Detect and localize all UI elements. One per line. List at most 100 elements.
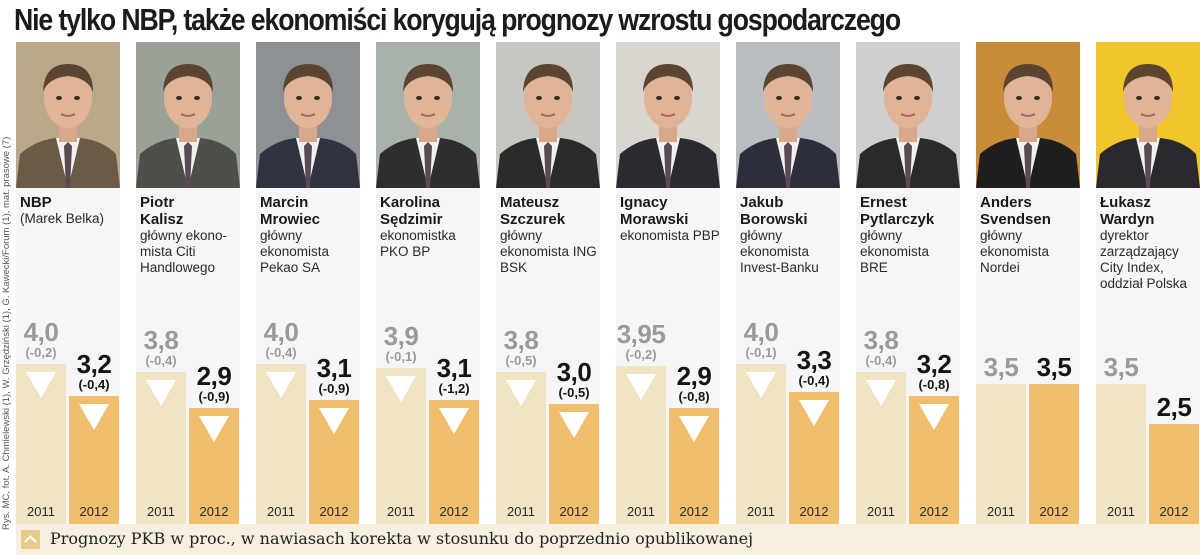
chevron-up-icon — [21, 530, 40, 549]
forecaster-column: NBP (Marek Belka) 2011 2012 4,0 (-0,2) 3… — [16, 42, 120, 524]
bar-2011: 2011 — [256, 364, 306, 524]
value-2012-correction: (-0,8) — [918, 377, 950, 392]
value-2012-correction: (-0,5) — [558, 385, 590, 400]
forecaster-column: Piotr Kalisz główny ekono-mista Citi Han… — [136, 42, 240, 524]
value-2011-number: 3,9 — [383, 321, 419, 351]
legend: Prognozy PKB w proc., w nawiasach korekt… — [16, 524, 1200, 555]
value-2012-correction: (-1,2) — [438, 381, 470, 396]
forecaster-last-name: Mrowiec — [260, 211, 321, 228]
forecaster-role: dyrektor zarządzający City Index, oddzia… — [1100, 228, 1188, 291]
value-2011: 3,8 (-0,5) — [491, 327, 551, 368]
forecaster-name: Mateusz Szczurek główny ekonomista ING B… — [500, 194, 600, 276]
year-label-2011: 2011 — [387, 504, 415, 519]
forecaster-role: ekonomista PBP — [620, 228, 720, 243]
portrait-photo — [856, 42, 960, 188]
value-2011-number: 3,5 — [983, 352, 1019, 382]
value-2012: 2,5 — [1144, 394, 1200, 420]
forecaster-column: Ignacy Morawski ekonomista PBP 2011 2012… — [616, 42, 720, 524]
forecaster-name: Łukasz Wardyn dyrektor zarządzający City… — [1100, 194, 1200, 292]
bar-2011: 2011 — [616, 366, 666, 524]
bar-2012: 2012 — [549, 404, 599, 524]
year-label-2011: 2011 — [987, 504, 1015, 519]
value-2011-correction: (-0,2) — [25, 345, 57, 360]
value-2012: 3,1 (-0,9) — [304, 355, 364, 396]
forecaster-column: Łukasz Wardyn dyrektor zarządzający City… — [1096, 42, 1200, 524]
value-2011: 4,0 (-0,1) — [731, 319, 791, 360]
forecaster-name: Ernest Pytlarczyk główny ekonomista BRE — [860, 194, 960, 276]
bar-2012: 2012 — [789, 392, 839, 524]
portrait-photo — [616, 42, 720, 188]
year-label-2012: 2012 — [559, 504, 589, 519]
forecaster-first-name: Karolina — [380, 194, 441, 211]
year-label-2011: 2011 — [27, 504, 55, 519]
value-2012-number: 3,1 — [436, 353, 472, 383]
down-triangle-icon — [199, 416, 229, 442]
value-2012: 3,2 (-0,4) — [64, 351, 124, 392]
down-triangle-icon — [679, 416, 709, 442]
value-2011: 3,9 (-0,1) — [371, 323, 431, 364]
value-2012-number: 3,3 — [796, 345, 832, 375]
value-2011: 3,5 — [1091, 354, 1151, 380]
portrait-photo — [976, 42, 1080, 188]
forecaster-last-name: Borowski — [740, 211, 808, 228]
year-label-2011: 2011 — [507, 504, 535, 519]
forecaster-first-name: Ernest — [860, 194, 907, 211]
year-label-2012: 2012 — [319, 504, 349, 519]
value-2012-number: 3,5 — [1036, 352, 1072, 382]
forecaster-first-name: Marcin — [260, 194, 309, 211]
forecaster-last-name: Morawski — [620, 211, 689, 228]
year-label-2011: 2011 — [867, 504, 895, 519]
value-2011-number: 4,0 — [263, 317, 299, 347]
portrait-photo — [256, 42, 360, 188]
value-2011: 4,0 (-0,2) — [11, 319, 71, 360]
bar-2011: 2011 — [736, 364, 786, 524]
down-triangle-icon — [26, 372, 56, 398]
value-2012-correction: (-0,4) — [798, 373, 830, 388]
value-2011-correction: (-0,4) — [145, 353, 177, 368]
forecaster-role: główny ekonomista Invest-Banku — [740, 228, 819, 275]
value-2011-number: 3,8 — [863, 325, 899, 355]
value-2012-number: 3,2 — [916, 349, 952, 379]
bar-2012: 2012 — [69, 396, 119, 524]
value-2011: 3,8 (-0,4) — [131, 327, 191, 368]
down-triangle-icon — [866, 380, 896, 406]
year-label-2011: 2011 — [267, 504, 295, 519]
forecaster-role: główny ekonomista ING BSK — [500, 228, 597, 275]
forecaster-last-name: Wardyn — [1100, 211, 1155, 228]
portrait-photo — [736, 42, 840, 188]
bar-2011: 2011 — [376, 368, 426, 524]
year-label-2011: 2011 — [747, 504, 775, 519]
portrait-photo — [376, 42, 480, 188]
down-triangle-icon — [266, 372, 296, 398]
bar-2011: 2011 — [136, 372, 186, 524]
value-2012: 2,9 (-0,9) — [184, 363, 244, 404]
portrait-photo — [16, 42, 120, 188]
bar-2011: 2011 — [856, 372, 906, 524]
forecaster-name: Jakub Borowski główny ekonomista Invest-… — [740, 194, 840, 276]
year-label-2012: 2012 — [199, 504, 229, 519]
year-label-2012: 2012 — [79, 504, 109, 519]
bar-2012: 2012 — [309, 400, 359, 524]
forecaster-first-name: Ignacy — [620, 194, 668, 211]
value-2012-correction: (-0,4) — [78, 377, 110, 392]
forecaster-column: Anders Svendsen główny ekonomista Nordei… — [976, 42, 1080, 524]
year-label-2011: 2011 — [627, 504, 655, 519]
chart-title: Nie tylko NBP, także ekonomiści korygują… — [14, 2, 901, 37]
down-triangle-icon — [559, 412, 589, 438]
forecaster-first-name: Anders — [980, 194, 1032, 211]
down-triangle-icon — [626, 374, 656, 400]
value-2011-number: 4,0 — [743, 317, 779, 347]
down-triangle-icon — [439, 408, 469, 434]
value-2011: 3,5 — [971, 354, 1031, 380]
forecaster-name: Ignacy Morawski ekonomista PBP — [620, 194, 720, 244]
forecaster-role: główny ekonomista BRE — [860, 228, 930, 275]
value-2012-number: 3,2 — [76, 349, 112, 379]
forecaster-column: Marcin Mrowiec główny ekonomista Pekao S… — [256, 42, 360, 524]
year-label-2011: 2011 — [147, 504, 175, 519]
portrait-photo — [1096, 42, 1200, 188]
value-2012: 3,1 (-1,2) — [424, 355, 484, 396]
year-label-2012: 2012 — [679, 504, 709, 519]
forecaster-name: Anders Svendsen główny ekonomista Nordei — [980, 194, 1080, 276]
forecaster-first-name: Łukasz — [1100, 194, 1151, 211]
forecaster-first-name: Piotr — [140, 194, 175, 211]
